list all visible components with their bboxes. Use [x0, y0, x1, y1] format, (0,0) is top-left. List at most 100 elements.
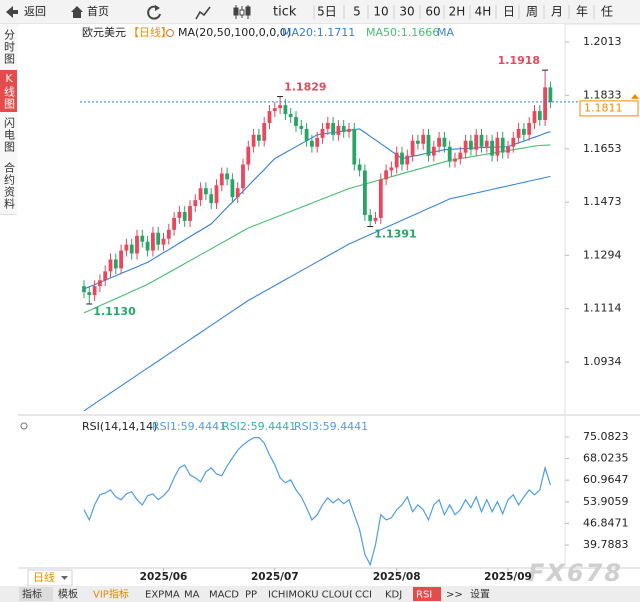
home-button[interactable]: 首页	[87, 4, 109, 18]
indicator-tab-label[interactable]: >>	[446, 590, 463, 601]
indicator-tab[interactable]	[142, 587, 180, 601]
indicator-tab[interactable]	[90, 587, 140, 601]
candle-body	[410, 140, 415, 156]
period-button[interactable]: 月	[551, 5, 563, 19]
period-label[interactable]: 【日线】	[128, 25, 172, 39]
y-tick-label: 1.1833	[583, 88, 622, 101]
tick-button[interactable]: tick	[273, 5, 297, 20]
period-button[interactable]: 10	[373, 5, 388, 19]
legend-entry: MA	[437, 26, 454, 39]
period-button[interactable]: 5日	[317, 5, 337, 19]
chart-area	[18, 24, 565, 568]
y-tick-label: 60.9647	[583, 473, 629, 486]
y-tick-label: 75.0823	[583, 430, 629, 443]
indicator-tab[interactable]	[443, 587, 465, 601]
candle-button[interactable]	[233, 5, 251, 19]
y-tick-label: 68.0235	[583, 452, 629, 465]
candle-body	[272, 108, 277, 112]
candle-body	[145, 241, 150, 251]
candle-body	[484, 140, 489, 147]
legend-entry: MA50:1.1666	[366, 26, 439, 39]
indicator-tab[interactable]	[265, 587, 351, 601]
indicator-tab[interactable]	[467, 587, 497, 601]
x-tick-label: 2025/06	[140, 571, 188, 583]
period-button[interactable]: 30	[399, 5, 414, 19]
candle-body	[156, 232, 161, 245]
candle-body	[82, 286, 86, 293]
indicator-tab-label[interactable]: CCI	[355, 590, 372, 601]
candle-body	[129, 244, 134, 254]
candle-body	[442, 137, 447, 147]
line-chart-button[interactable]	[195, 6, 211, 20]
indicator-tab-label[interactable]: KDJ	[385, 590, 402, 601]
period-button[interactable]: 60	[425, 5, 440, 19]
indicator-tab-label[interactable]: MA	[184, 590, 200, 601]
candle-body	[246, 146, 251, 165]
legend-entry: RSI1:59.4441	[152, 420, 226, 433]
period-button[interactable]: 日	[503, 5, 515, 19]
candle-body	[527, 122, 532, 135]
candle-body	[325, 122, 330, 129]
indicator-tab-label[interactable]: VIP指标	[93, 588, 129, 601]
period-button[interactable]: 周	[526, 5, 538, 19]
sidebar-tab[interactable]: 闪电图	[0, 112, 17, 159]
extreme-label: 1.1829	[284, 81, 326, 94]
x-tick-label: 2025/08	[373, 571, 421, 583]
candle-body	[495, 137, 500, 156]
indicator-tab[interactable]	[242, 587, 264, 601]
indicator-tab-label[interactable]: 模板	[58, 588, 78, 601]
candle-body	[219, 173, 224, 186]
indicator-tab[interactable]	[382, 587, 410, 601]
ma-settings-icon[interactable]	[166, 29, 174, 37]
candle-body	[103, 271, 108, 281]
indicator-tab-label[interactable]: RSI	[416, 590, 432, 601]
indicator-tab[interactable]	[206, 587, 240, 601]
indicator-tab[interactable]	[181, 587, 204, 601]
candle-body	[182, 211, 187, 221]
rsi-settings-icon[interactable]	[20, 422, 28, 430]
candle-body	[447, 146, 452, 162]
back-button[interactable]: 返回	[24, 5, 46, 18]
candle-body	[320, 128, 325, 138]
period-button[interactable]: 2H	[449, 5, 466, 19]
candle-body	[209, 194, 214, 204]
candle-body	[214, 185, 219, 204]
indicator-tab-label[interactable]: 指标	[22, 588, 42, 601]
candle-body	[299, 125, 304, 129]
candle-body	[490, 140, 494, 156]
candle-body	[304, 128, 309, 141]
indicator-tab-label[interactable]: PP	[245, 590, 257, 601]
ma-line	[83, 175, 551, 412]
indicator-tab[interactable]	[413, 587, 441, 601]
y-tick-label: 46.8471	[583, 516, 629, 529]
candle-body	[278, 105, 282, 109]
indicator-tab-label[interactable]: EXPMA	[145, 590, 180, 601]
indicator-tab[interactable]	[55, 587, 89, 601]
candle-body	[108, 259, 113, 272]
sidebar-tab[interactable]: K线图	[0, 70, 17, 113]
indicator-tab-label[interactable]: MACD	[209, 590, 239, 601]
candle-body	[389, 167, 394, 171]
candle-body	[463, 140, 468, 153]
candle-body	[230, 179, 235, 198]
period-button[interactable]: 4H	[475, 5, 492, 19]
period-button[interactable]: 5	[353, 5, 361, 19]
candle-body	[87, 292, 92, 296]
period-tab-label[interactable]: 日线	[33, 570, 55, 584]
indicator-tab-label[interactable]: 设置	[470, 589, 490, 601]
period-button[interactable]: 年	[576, 5, 588, 19]
candle-body	[363, 170, 367, 215]
sidebar-tab[interactable]: 合约资料	[0, 158, 17, 215]
legend-entry: RSI3:59.4441	[294, 420, 368, 433]
period-button[interactable]: 任	[601, 5, 613, 19]
indicator-tab[interactable]	[19, 587, 53, 601]
candle-body	[140, 235, 145, 242]
candle-body	[331, 122, 335, 135]
indicator-tab-label[interactable]: ICHIMOKU CLOUD	[268, 590, 357, 601]
refresh-button[interactable]	[147, 5, 161, 20]
x-tick-label: 2025/07	[251, 571, 299, 583]
indicator-tab[interactable]	[352, 587, 380, 601]
sidebar-tab[interactable]: 分时图	[0, 24, 17, 71]
y-tick-label: 1.1294	[583, 248, 622, 261]
